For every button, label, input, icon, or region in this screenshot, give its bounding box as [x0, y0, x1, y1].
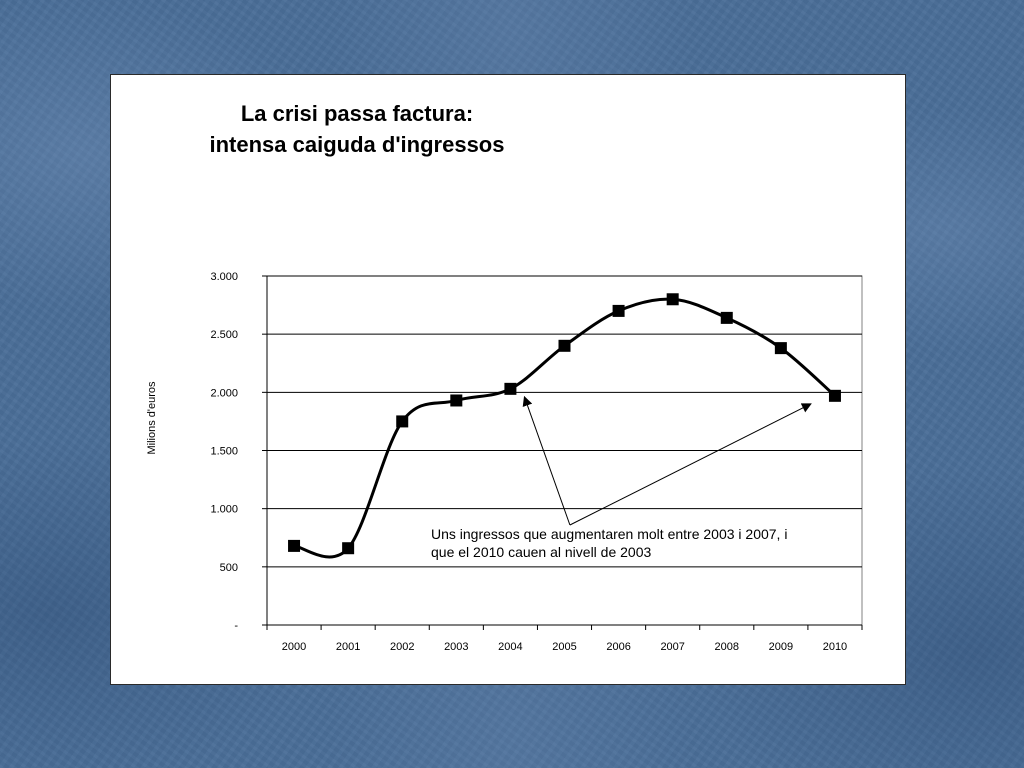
- x-tick-label: 2009: [769, 641, 793, 653]
- line-chart: La crisi passa factura: intensa caiguda …: [146, 101, 863, 653]
- y-axis-ticks: - 500 1.000 1.500 2.000 2.500 3.000: [210, 271, 267, 632]
- series-group: [288, 293, 841, 559]
- data-point-2000: [288, 539, 301, 552]
- y-tick-label: 2.500: [210, 329, 238, 341]
- data-point-2006: [612, 304, 625, 317]
- x-tick-label: 2005: [552, 641, 576, 653]
- annotation-arrow: [522, 395, 571, 526]
- x-tick-label: 2007: [660, 641, 684, 653]
- y-tick-label: -: [234, 620, 238, 632]
- x-tick-label: 2001: [336, 641, 360, 653]
- data-point-2003: [450, 394, 463, 407]
- annotation-arrow: [569, 403, 812, 526]
- annotation: Uns ingressos que augmentaren molt entre…: [431, 395, 812, 560]
- data-point-2009: [774, 342, 787, 355]
- annotation-line-1: Uns ingressos que augmentaren molt entre…: [431, 526, 787, 542]
- data-point-2001: [342, 542, 355, 555]
- data-point-2004: [504, 382, 517, 395]
- x-tick-label: 2003: [444, 641, 468, 653]
- data-point-2008: [720, 311, 733, 324]
- data-point-2010: [828, 389, 841, 402]
- x-tick-label: 2010: [823, 641, 847, 653]
- x-tick-label: 2006: [606, 641, 630, 653]
- y-tick-label: 1.000: [210, 504, 238, 516]
- series-line: [293, 297, 836, 559]
- y-tick-label: 3.000: [210, 271, 238, 283]
- x-tick-label: 2002: [390, 641, 414, 653]
- x-tick-label: 2000: [282, 641, 306, 653]
- x-axis-ticks: 2000 2001 2002 2003 2004 2005 2006 2007 2008 2009…: [266, 625, 863, 653]
- x-tick-label: 2008: [715, 641, 739, 653]
- y-axis-label: Milions d'euros: [146, 381, 158, 455]
- x-tick-label: 2004: [498, 641, 522, 653]
- y-tick-label: 500: [220, 562, 238, 574]
- chart-panel: La crisi passa factura: intensa caiguda …: [110, 74, 906, 685]
- chart-title-line-2: intensa caiguda d'ingressos: [210, 132, 505, 157]
- data-point-2005: [558, 339, 571, 352]
- annotation-line-2: que el 2010 cauen al nivell de 2003: [431, 544, 652, 560]
- y-tick-label: 2.000: [210, 387, 238, 399]
- data-point-2002: [396, 415, 409, 428]
- data-point-2007: [666, 293, 679, 306]
- chart-title-line-1: La crisi passa factura:: [241, 101, 473, 126]
- y-tick-label: 1.500: [210, 446, 238, 458]
